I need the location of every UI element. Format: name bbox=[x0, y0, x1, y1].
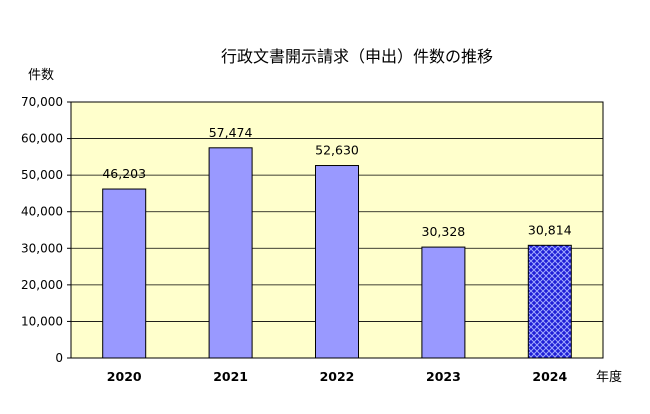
bars bbox=[102, 147, 572, 359]
y-axis-ticks: 0 10,000 20,000 30,000 40,000 50,000 60,000 70,… bbox=[21, 95, 71, 365]
data-label-2023: 30,328 bbox=[422, 224, 466, 239]
x-category-2021: 2021 bbox=[213, 369, 248, 384]
bar-2024 bbox=[527, 244, 572, 359]
x-category-2024: 2024 bbox=[532, 369, 567, 384]
data-label-2024: 30,814 bbox=[528, 222, 572, 237]
x-category-2022: 2022 bbox=[320, 369, 355, 384]
bar-2022 bbox=[315, 165, 359, 359]
x-category-2023: 2023 bbox=[426, 369, 461, 384]
y-tick-label: 20,000 bbox=[21, 278, 63, 292]
data-label-2021: 57,474 bbox=[209, 125, 253, 140]
data-label-2020: 46,203 bbox=[102, 166, 146, 181]
data-label-2022: 52,630 bbox=[315, 143, 359, 158]
y-tick-label: 30,000 bbox=[21, 241, 63, 255]
y-tick-label: 50,000 bbox=[21, 168, 63, 182]
y-tick-label: 40,000 bbox=[21, 205, 63, 219]
x-axis-categories: 2020 2021 2022 2023 2024 bbox=[107, 369, 568, 384]
x-category-2020: 2020 bbox=[107, 369, 142, 384]
data-labels: 46,203 57,474 52,630 30,328 30,814 bbox=[102, 125, 571, 239]
chart-title: 行政文書開示請求（申出）件数の推移 bbox=[221, 47, 493, 66]
y-tick-label: 60,000 bbox=[21, 132, 63, 146]
y-tick-label: 10,000 bbox=[21, 314, 63, 328]
bar-2021 bbox=[208, 147, 253, 359]
bar-2023 bbox=[421, 246, 466, 359]
y-tick-label: 0 bbox=[55, 351, 63, 365]
x-axis-label: 年度 bbox=[596, 369, 622, 385]
y-tick-label: 70,000 bbox=[21, 95, 63, 109]
y-axis-label: 件数 bbox=[28, 68, 54, 83]
bar-2020 bbox=[102, 188, 147, 359]
